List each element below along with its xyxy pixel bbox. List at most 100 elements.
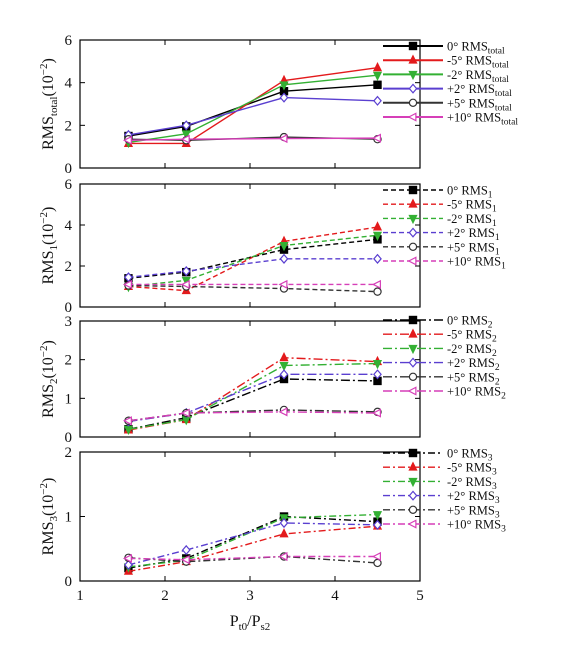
legend-sub: 3 [495,510,500,520]
legend-marker [408,98,418,108]
data-point [124,559,133,570]
legend-angle: -5° [447,198,462,212]
y-tick-label: 6 [65,177,73,193]
legend-sub: 3 [492,482,497,492]
legend-sub: 3 [488,454,493,464]
y-axis-label-close: ) [40,58,57,63]
legend-rms: RMS [466,461,492,475]
y-axis-label-exp: −2 [38,63,50,75]
series-rms1-3 [124,253,382,283]
data-point [278,279,288,290]
legend-angle: +10° [447,385,472,399]
legend-label: 0° RMS3 [447,447,493,464]
legend-sub: 1 [501,262,506,272]
legend-label: +2° RMS3 [447,489,500,506]
legend-label: +10° RMS2 [447,385,506,402]
data-point [372,71,383,81]
y-tick-label: 4 [65,218,73,234]
y-axis-label: RMS2(10−2) [38,340,60,418]
legend-rms: RMS [468,240,494,254]
legend-marker [408,357,418,368]
legend-rms: RMS [468,356,494,370]
data-point [373,519,382,531]
data-point [181,120,191,131]
series-rms2-5 [122,407,381,426]
legend-angle: +2° [447,82,465,96]
data-point [279,92,289,103]
legend-label: +10° RMS1 [447,255,506,272]
legend-sub: 1 [495,247,500,257]
legend-rms: RMS [468,503,494,517]
series-total-1 [123,61,383,147]
series-line [128,373,378,423]
y-tick-label: 4 [65,76,73,92]
series-line [128,522,378,566]
legend-label: 0° RMStotal [447,40,505,57]
legend-angle: +10° [447,255,472,269]
data-point [122,135,132,145]
legend-rms: RMS [461,184,487,198]
data-point [373,80,382,89]
legend-entry-rms2-4: +5° RMS2 [383,370,500,387]
legend-marker [408,41,418,51]
data-point [279,517,289,529]
legend-entry-rms1-3: +2° RMS1 [383,226,500,243]
y-axis-label-close: ) [40,340,57,345]
series-total-5 [122,133,381,145]
legend-angle: +5° [447,370,465,384]
legend-entry-rms3-1: -5° RMS3 [383,461,497,478]
y-tick-label: 0 [65,430,73,446]
data-point [278,407,288,417]
legend-marker [408,505,418,514]
y-tick-label: 0 [65,161,73,177]
y-tick-label: 2 [65,353,73,369]
y-axis-label-exp: −2 [38,212,50,224]
data-point [180,134,190,144]
legend-marker [408,372,418,381]
legend-sub: 1 [492,205,497,215]
legend-sub: 3 [495,496,500,506]
legend-marker [407,386,417,396]
data-point [122,553,132,564]
legend-label: -2° RMS3 [447,475,497,492]
y-tick-label: 0 [65,574,73,590]
x-axis-label-mid: /P [247,613,260,630]
data-point [372,221,383,231]
data-point [279,369,289,380]
legend-angle: +10° [447,518,472,532]
legend-entry-rms3-3: +2° RMS3 [383,489,500,506]
legend-sub: total [488,47,505,57]
legend-marker [408,315,418,325]
legend-entry-rms2-1: -5° RMS2 [383,328,497,345]
series-line [128,362,378,430]
series-line [128,238,378,279]
x-axis-label: Pt0/Ps2 [230,613,271,633]
legend-entry-rms1-4: +5° RMS1 [383,240,500,257]
y-tick-label: 2 [65,259,73,275]
legend-marker [407,112,417,122]
legend-label: +5° RMStotal [447,96,512,113]
legend-marker [408,490,418,501]
x-tick-label: 3 [246,588,254,604]
legend-angle: +2° [447,489,465,503]
legend-angle: 0° [447,40,458,54]
series-line [128,137,378,141]
legend-entry-total-3: +2° RMStotal [383,82,512,99]
data-point [372,231,383,242]
legend-marker [408,70,418,81]
legend-label: -2° RMS2 [447,342,497,359]
legend-angle: 0° [447,184,458,198]
series-rms1-2 [123,231,383,293]
legend-angle: 0° [447,314,458,328]
legend-marker [408,198,418,208]
y-axis-label-sub: 1 [48,245,60,251]
legend-angle: +10° [447,111,472,125]
legend-angle: -5° [447,54,462,68]
legend-rms: RMS [468,226,494,240]
y-axis-label-sub: 2 [48,379,60,385]
data-point [373,95,382,106]
legend-sub: 2 [501,392,506,402]
legend-angle: -5° [447,461,462,475]
y-tick-label: 6 [65,33,73,49]
data-point [181,266,191,277]
